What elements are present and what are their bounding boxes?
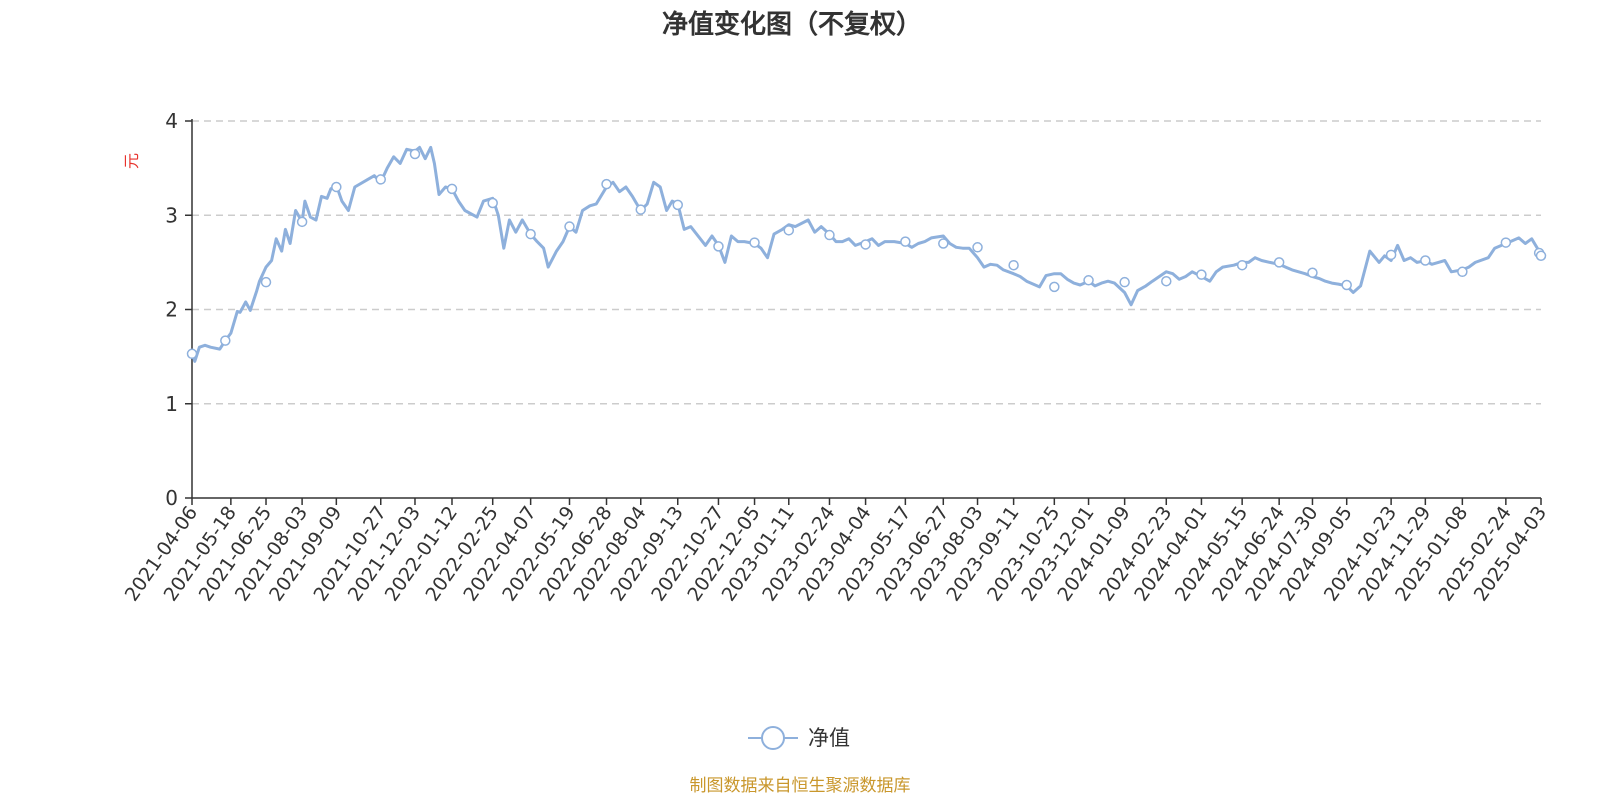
data-point-marker xyxy=(1273,257,1285,268)
data-point-marker xyxy=(1457,266,1468,278)
series-line-net-value xyxy=(190,145,1543,363)
y-tick-label: 1 xyxy=(165,392,178,416)
data-point-marker xyxy=(672,199,684,211)
legend[interactable]: 净值 xyxy=(748,726,850,750)
data-point-marker xyxy=(331,181,342,193)
data-point-marker xyxy=(525,228,536,240)
data-point-marker xyxy=(1500,237,1512,248)
y-tick-label: 0 xyxy=(165,486,178,510)
data-point-marker xyxy=(487,197,498,209)
data-point-marker xyxy=(446,183,458,195)
data-point-marker xyxy=(972,242,983,253)
source-note: 制图数据来自恒生聚源数据库 xyxy=(690,776,911,796)
data-point-marker xyxy=(260,276,272,288)
data-point-marker xyxy=(1161,275,1172,287)
x-axis-ticks: 2021-04-062021-05-182021-06-252021-08-03… xyxy=(121,498,1551,605)
legend-circle-icon xyxy=(761,726,785,750)
data-point-marker xyxy=(1049,281,1060,293)
data-point-marker xyxy=(1420,255,1431,266)
chart-title: 净值变化图（不复权） xyxy=(662,9,922,40)
axes xyxy=(191,119,1541,499)
series-net-value xyxy=(190,145,1543,363)
data-point-marker xyxy=(635,204,646,215)
y-axis-label: 元 xyxy=(122,153,141,169)
data-point-marker xyxy=(375,174,386,185)
grid-lines xyxy=(192,120,1541,405)
data-point-marker xyxy=(296,216,308,228)
data-point-marker xyxy=(1307,267,1318,278)
data-point-marker xyxy=(1341,279,1352,291)
data-point-marker xyxy=(1008,259,1019,271)
data-point-marker xyxy=(1535,250,1547,262)
data-point-marker xyxy=(1385,249,1397,261)
data-point-marker xyxy=(564,221,575,232)
data-point-marker xyxy=(1236,259,1248,271)
data-point-marker xyxy=(1083,275,1094,286)
y-tick-label: 2 xyxy=(165,298,178,322)
data-point-marker xyxy=(860,239,871,250)
data-point-marker xyxy=(186,348,198,360)
data-point-marker xyxy=(1196,269,1207,280)
series-markers xyxy=(186,148,1547,360)
data-point-marker xyxy=(783,225,795,236)
data-point-marker xyxy=(1119,276,1130,288)
data-point-marker xyxy=(409,148,421,160)
data-point-marker xyxy=(938,238,949,249)
y-tick-label: 4 xyxy=(165,109,178,133)
data-point-marker xyxy=(749,237,760,248)
legend-label: 净值 xyxy=(808,726,850,750)
y-tick-label: 3 xyxy=(165,203,178,227)
data-point-marker xyxy=(824,229,835,241)
y-axis-ticks: 0 1 2 3 4 xyxy=(165,109,192,510)
data-point-marker xyxy=(601,178,612,190)
data-point-marker xyxy=(220,335,231,346)
data-point-marker xyxy=(900,236,911,247)
data-point-marker xyxy=(713,241,724,252)
